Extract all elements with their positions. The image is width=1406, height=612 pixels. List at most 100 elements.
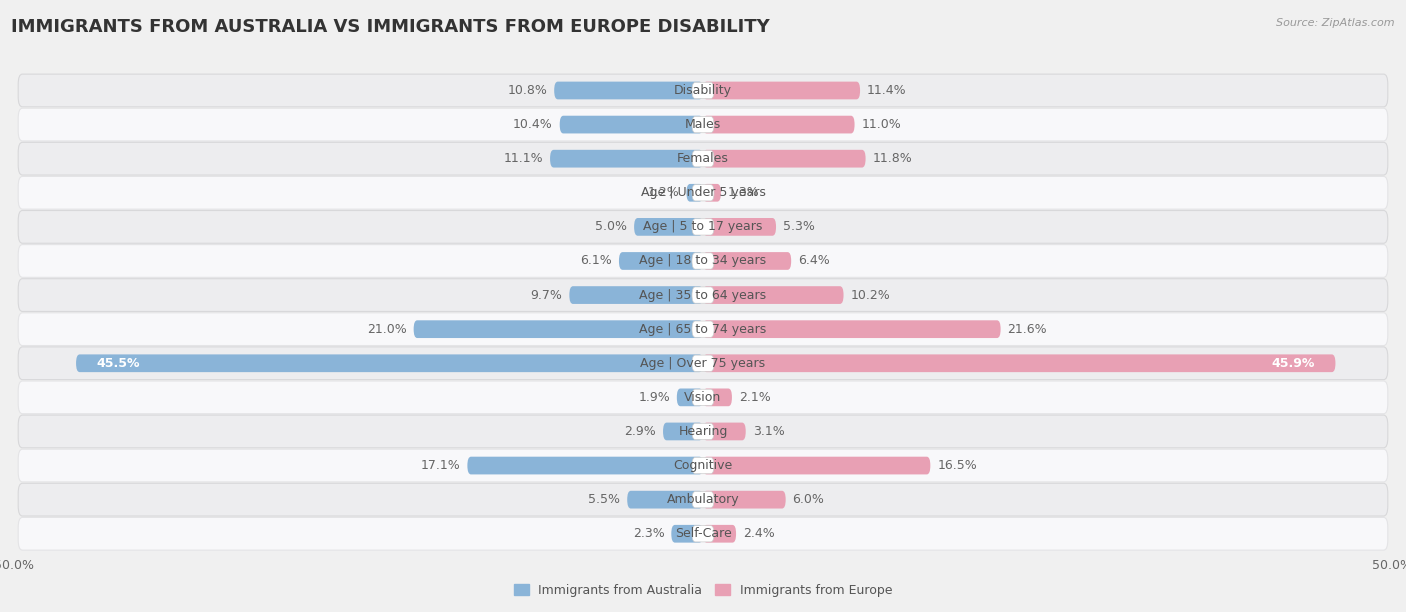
Text: 21.6%: 21.6% [1008, 323, 1047, 335]
Text: 2.3%: 2.3% [633, 528, 665, 540]
FancyBboxPatch shape [76, 354, 703, 372]
FancyBboxPatch shape [692, 218, 714, 235]
Text: 5.0%: 5.0% [595, 220, 627, 233]
FancyBboxPatch shape [627, 491, 703, 509]
Text: 6.1%: 6.1% [581, 255, 612, 267]
FancyBboxPatch shape [703, 457, 931, 474]
FancyBboxPatch shape [671, 525, 703, 543]
FancyBboxPatch shape [560, 116, 703, 133]
Text: Vision: Vision [685, 391, 721, 404]
FancyBboxPatch shape [18, 415, 1388, 448]
FancyBboxPatch shape [692, 424, 714, 439]
FancyBboxPatch shape [692, 151, 714, 167]
Text: 1.3%: 1.3% [728, 186, 759, 200]
Text: 1.2%: 1.2% [648, 186, 679, 200]
FancyBboxPatch shape [692, 321, 714, 337]
Text: 10.2%: 10.2% [851, 289, 890, 302]
Text: Cognitive: Cognitive [673, 459, 733, 472]
Text: Age | 65 to 74 years: Age | 65 to 74 years [640, 323, 766, 335]
FancyBboxPatch shape [676, 389, 703, 406]
FancyBboxPatch shape [692, 83, 714, 99]
Text: 11.0%: 11.0% [862, 118, 901, 131]
FancyBboxPatch shape [634, 218, 703, 236]
FancyBboxPatch shape [703, 184, 721, 201]
FancyBboxPatch shape [703, 423, 745, 440]
Legend: Immigrants from Australia, Immigrants from Europe: Immigrants from Australia, Immigrants fr… [509, 579, 897, 602]
Text: 2.9%: 2.9% [624, 425, 657, 438]
Text: Age | 5 to 17 years: Age | 5 to 17 years [644, 220, 762, 233]
FancyBboxPatch shape [703, 525, 737, 543]
FancyBboxPatch shape [664, 423, 703, 440]
FancyBboxPatch shape [692, 116, 714, 133]
FancyBboxPatch shape [686, 184, 703, 201]
Text: 5.5%: 5.5% [588, 493, 620, 506]
FancyBboxPatch shape [18, 176, 1388, 209]
FancyBboxPatch shape [413, 320, 703, 338]
FancyBboxPatch shape [703, 252, 792, 270]
FancyBboxPatch shape [692, 355, 714, 371]
Text: Ambulatory: Ambulatory [666, 493, 740, 506]
Text: Hearing: Hearing [678, 425, 728, 438]
FancyBboxPatch shape [18, 517, 1388, 550]
Text: 2.1%: 2.1% [738, 391, 770, 404]
FancyBboxPatch shape [554, 81, 703, 99]
Text: Age | 18 to 34 years: Age | 18 to 34 years [640, 255, 766, 267]
FancyBboxPatch shape [467, 457, 703, 474]
FancyBboxPatch shape [18, 313, 1388, 346]
Text: 6.4%: 6.4% [799, 255, 830, 267]
FancyBboxPatch shape [18, 143, 1388, 175]
FancyBboxPatch shape [703, 116, 855, 133]
Text: IMMIGRANTS FROM AUSTRALIA VS IMMIGRANTS FROM EUROPE DISABILITY: IMMIGRANTS FROM AUSTRALIA VS IMMIGRANTS … [11, 18, 770, 36]
Text: 10.8%: 10.8% [508, 84, 547, 97]
Text: 9.7%: 9.7% [530, 289, 562, 302]
FancyBboxPatch shape [18, 278, 1388, 312]
FancyBboxPatch shape [703, 320, 1001, 338]
Text: Source: ZipAtlas.com: Source: ZipAtlas.com [1277, 18, 1395, 28]
FancyBboxPatch shape [18, 483, 1388, 516]
FancyBboxPatch shape [619, 252, 703, 270]
FancyBboxPatch shape [692, 457, 714, 474]
Text: 11.4%: 11.4% [868, 84, 907, 97]
FancyBboxPatch shape [703, 218, 776, 236]
FancyBboxPatch shape [18, 347, 1388, 379]
Text: 10.4%: 10.4% [513, 118, 553, 131]
FancyBboxPatch shape [550, 150, 703, 168]
FancyBboxPatch shape [18, 449, 1388, 482]
FancyBboxPatch shape [703, 286, 844, 304]
Text: 45.9%: 45.9% [1271, 357, 1315, 370]
Text: Males: Males [685, 118, 721, 131]
Text: Age | Over 75 years: Age | Over 75 years [641, 357, 765, 370]
Text: 5.3%: 5.3% [783, 220, 815, 233]
FancyBboxPatch shape [703, 389, 733, 406]
Text: 16.5%: 16.5% [938, 459, 977, 472]
Text: Age | 35 to 64 years: Age | 35 to 64 years [640, 289, 766, 302]
Text: 17.1%: 17.1% [420, 459, 461, 472]
Text: Age | Under 5 years: Age | Under 5 years [641, 186, 765, 200]
FancyBboxPatch shape [692, 526, 714, 542]
FancyBboxPatch shape [703, 491, 786, 509]
FancyBboxPatch shape [703, 81, 860, 99]
FancyBboxPatch shape [18, 211, 1388, 243]
Text: Females: Females [678, 152, 728, 165]
FancyBboxPatch shape [703, 354, 1336, 372]
Text: Disability: Disability [673, 84, 733, 97]
FancyBboxPatch shape [692, 389, 714, 406]
FancyBboxPatch shape [18, 74, 1388, 107]
Text: 11.1%: 11.1% [503, 152, 543, 165]
FancyBboxPatch shape [692, 253, 714, 269]
FancyBboxPatch shape [692, 185, 714, 201]
Text: 1.9%: 1.9% [638, 391, 669, 404]
Text: 6.0%: 6.0% [793, 493, 824, 506]
FancyBboxPatch shape [18, 245, 1388, 277]
Text: 45.5%: 45.5% [97, 357, 141, 370]
FancyBboxPatch shape [18, 381, 1388, 414]
FancyBboxPatch shape [18, 108, 1388, 141]
FancyBboxPatch shape [692, 491, 714, 508]
Text: 11.8%: 11.8% [873, 152, 912, 165]
Text: 2.4%: 2.4% [742, 528, 775, 540]
Text: 3.1%: 3.1% [752, 425, 785, 438]
FancyBboxPatch shape [569, 286, 703, 304]
FancyBboxPatch shape [703, 150, 866, 168]
FancyBboxPatch shape [692, 287, 714, 303]
Text: 21.0%: 21.0% [367, 323, 406, 335]
